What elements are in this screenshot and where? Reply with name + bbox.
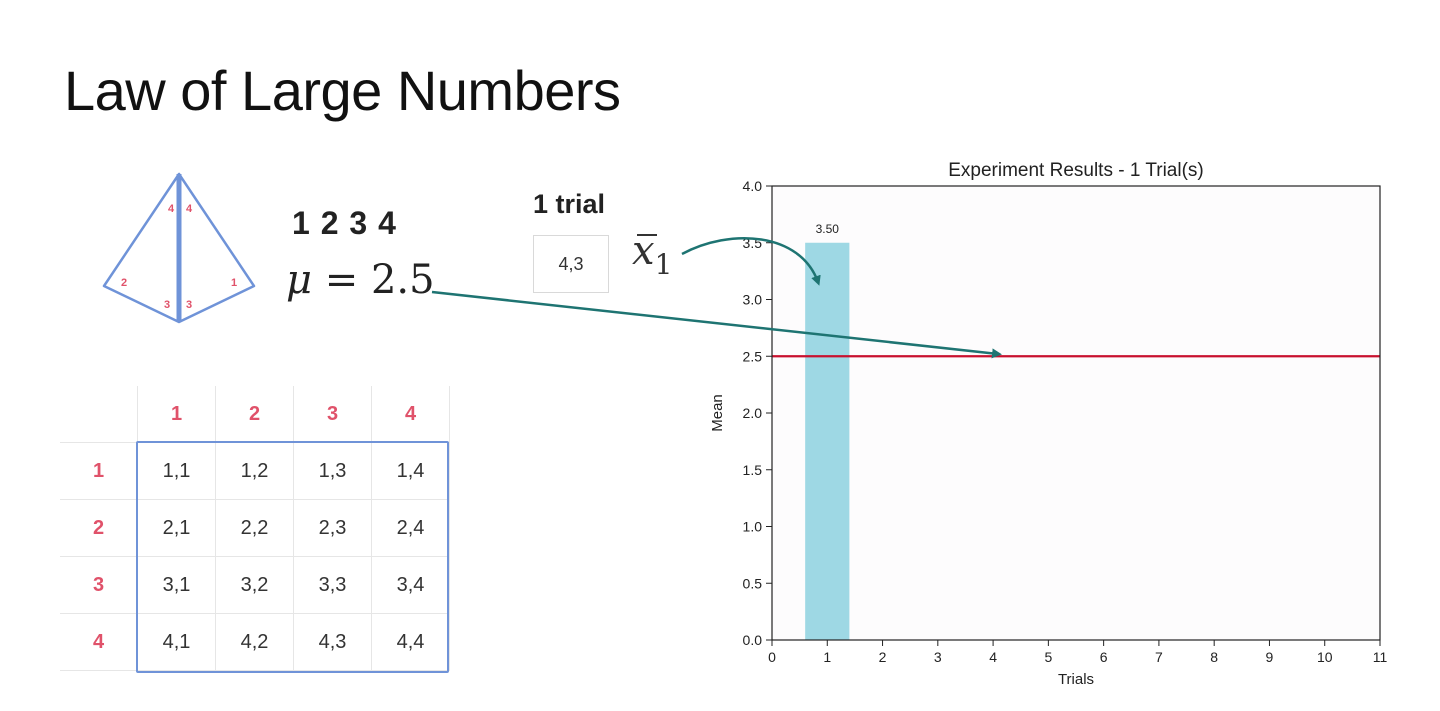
- y-tick-label: 1.5: [743, 462, 763, 478]
- y-tick-label: 3.0: [743, 292, 763, 308]
- table-cell: 4,1: [137, 613, 216, 671]
- table-cell: 1,3: [293, 442, 372, 500]
- row-header: 2: [60, 499, 138, 557]
- x-tick-label: 3: [934, 649, 942, 665]
- xbar-overline: [637, 234, 657, 236]
- trial-result: 4,3: [533, 235, 609, 293]
- x-tick-label: 0: [768, 649, 776, 665]
- table-cell: 4,3: [293, 613, 372, 671]
- table-cell: 1,1: [137, 442, 216, 500]
- population-mean: μ = 2.5: [286, 257, 435, 303]
- x-tick-label: 8: [1210, 649, 1218, 665]
- die-faces: 1 2 3 4: [292, 205, 397, 241]
- y-tick-label: 4.0: [743, 178, 763, 194]
- tetra-label: 4: [186, 203, 193, 215]
- col-header: 3: [293, 386, 372, 443]
- x-tick-label: 5: [1044, 649, 1052, 665]
- x-tick-label: 2: [879, 649, 887, 665]
- tetra-label: 1: [231, 277, 237, 289]
- chart-title: Experiment Results - 1 Trial(s): [948, 160, 1204, 181]
- table-cell: 3,2: [215, 556, 294, 614]
- slide-title: Law of Large Numbers: [64, 59, 621, 122]
- row-header: 4: [60, 613, 138, 671]
- bar: [805, 242, 850, 640]
- table-corner: [60, 386, 138, 443]
- x-tick-label: 11: [1373, 649, 1388, 665]
- row-header: 1: [60, 442, 138, 500]
- table-cell: 2,2: [215, 499, 294, 557]
- tetra-label: 3: [186, 299, 192, 311]
- table-row: 4 4,1 4,2 4,3 4,4: [60, 613, 450, 671]
- tetra-label: 4: [168, 203, 175, 215]
- trial-label: 1 trial: [533, 189, 606, 219]
- table-row: 1 1,1 1,2 1,3 1,4: [60, 442, 450, 500]
- mu-symbol: μ: [286, 257, 312, 303]
- col-header: 4: [371, 386, 450, 443]
- table-cell: 3,4: [371, 556, 450, 614]
- xbar-subscript: 1: [654, 248, 673, 281]
- x-tick-label: 7: [1155, 649, 1163, 665]
- sample-mean-symbol: x1: [632, 228, 672, 281]
- table-cell: 2,3: [293, 499, 372, 557]
- outcome-table: 1 2 3 4 1 1,1 1,2 1,3 1,4 2 2,1 2,2 2,3 …: [60, 386, 450, 671]
- y-tick-label: 3.5: [743, 235, 763, 251]
- y-tick-label: 0.5: [743, 575, 763, 591]
- table-cell: 3,3: [293, 556, 372, 614]
- row-header: 3: [60, 556, 138, 614]
- y-tick-label: 2.5: [743, 348, 763, 364]
- x-axis-label: Trials: [1058, 671, 1094, 688]
- x-tick-label: 10: [1317, 649, 1333, 665]
- col-header: 2: [215, 386, 294, 443]
- experiment-results-chart: 3.50 0 1 2 3 4 5 6 7 8 9 10 11 0.0 0.5 1.0 1.5 2.0 2.5 3.0 3…: [709, 160, 1388, 688]
- y-axis-label: Mean: [709, 394, 726, 432]
- table-cell: 4,2: [215, 613, 294, 671]
- x-tick-label: 4: [989, 649, 997, 665]
- table-row: 3 3,1 3,2 3,3 3,4: [60, 556, 450, 614]
- col-header: 1: [137, 386, 216, 443]
- x-tick-label: 6: [1100, 649, 1108, 665]
- plot-area: [772, 186, 1380, 640]
- table-cell: 4,4: [371, 613, 450, 671]
- x-tick-label: 1: [823, 649, 831, 665]
- table-cell: 2,4: [371, 499, 450, 557]
- table-cell: 3,1: [137, 556, 216, 614]
- y-tick-label: 2.0: [743, 405, 763, 421]
- table-cell: 2,1: [137, 499, 216, 557]
- table-row: 2 2,1 2,2 2,3 2,4: [60, 499, 450, 557]
- xbar-var: x: [632, 228, 655, 274]
- tetra-label: 2: [121, 277, 127, 289]
- bar-data-label: 3.50: [816, 222, 840, 236]
- mu-value: = 2.5: [312, 257, 435, 303]
- tetra-label: 3: [164, 299, 170, 311]
- y-tick-label: 1.0: [743, 519, 763, 535]
- table-header-row: 1 2 3 4: [60, 386, 450, 443]
- tetrahedron-die-icon: 4 4 2 3 3 1: [102, 172, 256, 324]
- table-cell: 1,4: [371, 442, 450, 500]
- y-tick-label: 0.0: [743, 632, 763, 648]
- x-tick-label: 9: [1266, 649, 1274, 665]
- table-cell: 1,2: [215, 442, 294, 500]
